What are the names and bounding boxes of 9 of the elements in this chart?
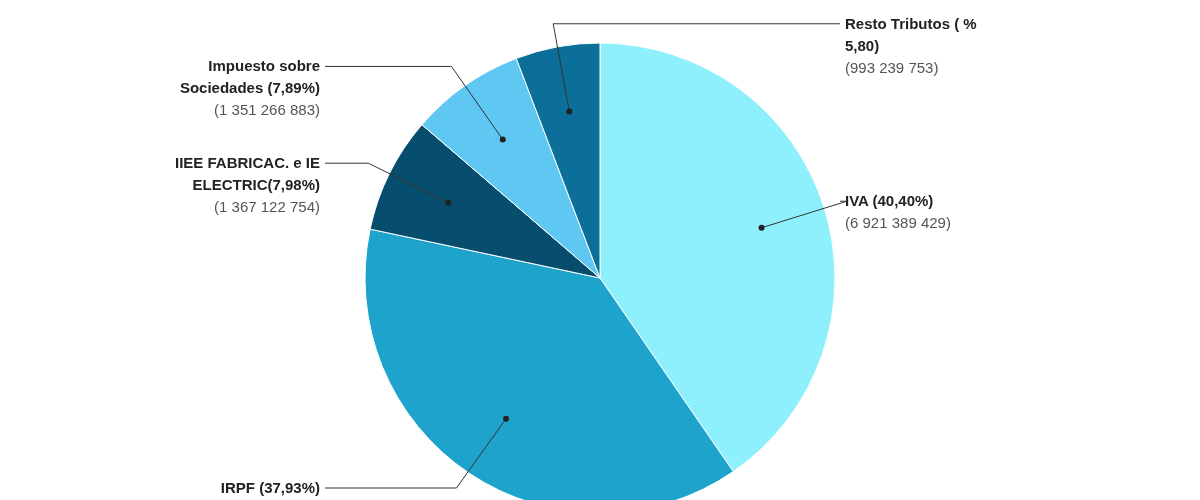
data-label: (993 239 753) bbox=[845, 58, 939, 76]
slice-label: Impuesto sobre Sociedades (7,89%) bbox=[179, 57, 320, 97]
slice-label: IIEE FABRICAC. e IE ELECTRIC(7,98%) bbox=[174, 154, 320, 194]
slice-label: IVA (40,40%) bbox=[845, 192, 934, 210]
data-label: (1 367 122 754) bbox=[214, 198, 320, 216]
data-label: (1 351 266 883) bbox=[214, 101, 320, 119]
slice-label: Resto Tributos ( % 5,80) bbox=[845, 14, 977, 54]
data-label: (6 921 389 429) bbox=[845, 214, 951, 232]
slice-label: IRPF (37,93%) bbox=[220, 479, 320, 496]
